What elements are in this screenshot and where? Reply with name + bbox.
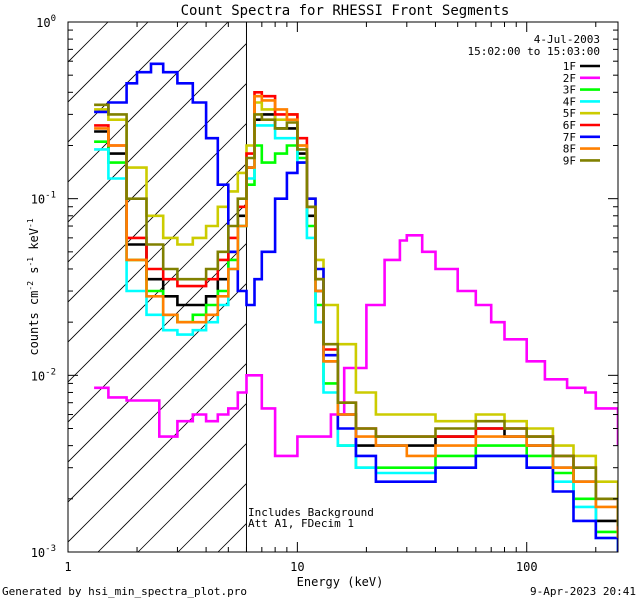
legend-item-1F: 1F [563, 60, 600, 73]
legend-label: 9F [563, 154, 576, 167]
hatch-line [68, 322, 247, 503]
series-line-9F [94, 103, 618, 527]
hatch-region [68, 22, 247, 552]
hatch-line [68, 162, 247, 343]
x-tick-label: 1 [64, 560, 71, 574]
y-tick-label: 10-1 [31, 191, 56, 207]
y-tick-label: 10-3 [31, 544, 56, 560]
series-group [94, 62, 618, 552]
legend-label: 5F [563, 107, 576, 120]
hatch-line [137, 442, 247, 552]
legend-item-5F: 5F [563, 107, 600, 120]
legend-item-8F: 8F [563, 143, 600, 156]
hatch-line [68, 282, 247, 463]
annotation-background: Includes Background [248, 506, 374, 519]
x-tick-label: 100 [516, 560, 538, 574]
x-tick-labels: 1 10 100 [64, 560, 537, 574]
axis-ticks [67, 21, 618, 553]
legend-label: 6F [563, 119, 576, 132]
series-line-4F [94, 124, 618, 552]
legend-item-9F: 9F [563, 154, 600, 167]
series-line-2F [94, 234, 618, 458]
hatch-line [68, 22, 109, 63]
legend-time-range: 15:02:00 to 15:03:00 [468, 45, 600, 58]
series-line-1F [94, 113, 618, 538]
legend-item-3F: 3F [563, 84, 600, 97]
series-line-8F [94, 94, 618, 538]
chart-title: Count Spectra for RHESSI Front Segments [181, 3, 510, 19]
legend-label: 7F [563, 131, 576, 144]
x-tick-label: 10 [290, 560, 304, 574]
legend-label: 2F [563, 72, 576, 85]
hatch-line [68, 22, 229, 183]
hatch-line [68, 362, 247, 543]
hatch-line [68, 202, 247, 383]
footer-generated-by: Generated by hsi_min_spectra_plot.pro [2, 585, 247, 598]
legend-label: 4F [563, 95, 576, 108]
legend-label: 8F [563, 143, 576, 156]
hatch-line [68, 42, 247, 223]
legend-label: 3F [563, 84, 576, 97]
legend-item-4F: 4F [563, 95, 600, 108]
x-axis-label: Energy (keV) [297, 575, 384, 589]
y-axis-label: counts cm-2 s-1 keV-1 [26, 218, 41, 355]
legend-date: 4-Jul-2003 [534, 33, 600, 46]
y-tick-label: 100 [36, 14, 56, 30]
hatch-line [97, 402, 247, 552]
y-tick-label: 10-2 [31, 367, 56, 383]
y-tick-labels: 100 10-1 10-2 10-3 [31, 14, 56, 560]
hatch-line [68, 122, 247, 303]
legend-item-7F: 7F [563, 131, 600, 144]
legend-label: 1F [563, 60, 576, 73]
series-line-7F [94, 62, 618, 552]
hatch-line [68, 82, 247, 263]
annotation-attenuator: Att A1, FDecim 1 [248, 517, 354, 530]
legend-item-6F: 6F [563, 119, 600, 132]
plot-frame [67, 21, 619, 553]
legend-item-2F: 2F [563, 72, 600, 85]
footer-timestamp: 9-Apr-2023 20:41 [530, 585, 636, 598]
